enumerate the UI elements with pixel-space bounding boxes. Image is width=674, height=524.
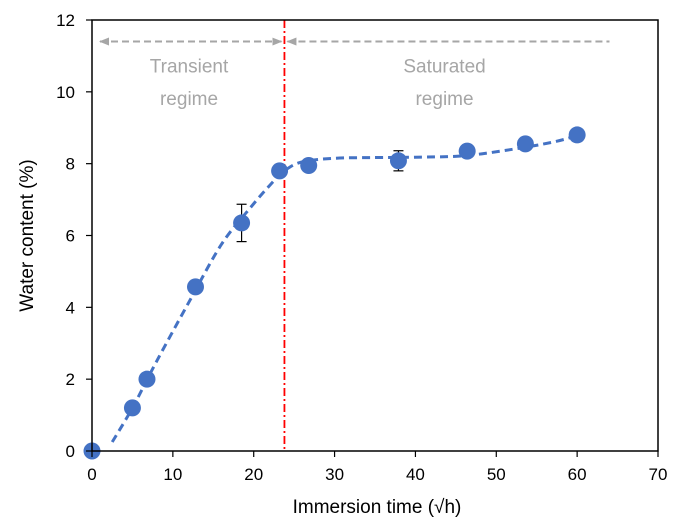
x-tick-label: 30 bbox=[325, 465, 344, 484]
plot-frame bbox=[91, 19, 659, 452]
axes-layer bbox=[86, 19, 659, 457]
saturated-label-line: Saturated bbox=[403, 57, 485, 78]
transient-label-line: Transient bbox=[150, 57, 229, 78]
x-tick-label: 10 bbox=[163, 465, 182, 484]
data-point bbox=[458, 142, 476, 160]
data-point bbox=[300, 156, 318, 174]
y-axis-title: Water content (%) bbox=[17, 159, 38, 311]
x-tick-label: 50 bbox=[487, 465, 506, 484]
data-point bbox=[186, 278, 204, 296]
x-tick-label: 20 bbox=[244, 465, 263, 484]
regime-annotations-layer: Transient regime Saturated regime bbox=[150, 57, 486, 110]
y-tick-label: 2 bbox=[66, 370, 75, 389]
x-tick-label: 60 bbox=[568, 465, 587, 484]
data-points-layer bbox=[83, 126, 586, 460]
data-point bbox=[123, 399, 141, 417]
y-tick-label: 8 bbox=[66, 155, 75, 174]
data-point bbox=[233, 214, 251, 232]
x-tick-label: 40 bbox=[406, 465, 425, 484]
y-tick-label: 6 bbox=[66, 227, 75, 246]
y-tick-label: 12 bbox=[56, 11, 75, 30]
data-point bbox=[389, 152, 407, 170]
trendline bbox=[110, 134, 578, 443]
trendline-layer bbox=[110, 134, 578, 443]
x-tick-label: 70 bbox=[649, 465, 668, 484]
x-axis-title: Immersion time (√h) bbox=[293, 497, 462, 518]
data-point bbox=[568, 126, 586, 144]
data-point bbox=[516, 135, 534, 153]
transient-label-line: regime bbox=[160, 89, 218, 110]
y-tick-label: 0 bbox=[66, 442, 75, 461]
data-point bbox=[138, 370, 156, 388]
tick-labels-layer: 0 10 20 30 40 50 60 70 0 2 4 6 8 10 12 bbox=[56, 11, 667, 484]
y-tick-label: 4 bbox=[66, 298, 75, 317]
x-tick-label: 0 bbox=[87, 465, 96, 484]
data-point bbox=[271, 162, 289, 180]
y-tick-label: 10 bbox=[56, 83, 75, 102]
saturated-label-line: regime bbox=[415, 89, 473, 110]
